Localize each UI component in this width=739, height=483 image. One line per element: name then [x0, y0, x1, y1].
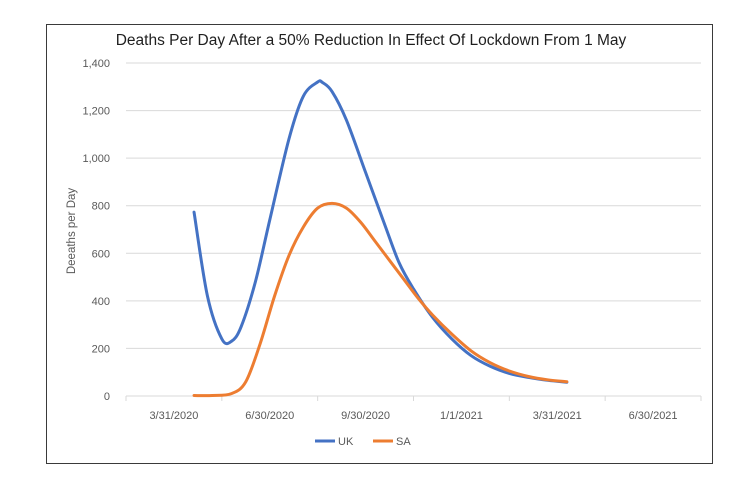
x-tick-label: 9/30/2020: [341, 410, 390, 422]
y-tick-label: 800: [92, 201, 110, 213]
y-tick-label: 1,000: [82, 153, 110, 165]
x-tick-label: 1/1/2021: [440, 410, 483, 422]
legend: UK SA: [315, 436, 411, 448]
x-tick-label: 6/30/2021: [629, 410, 678, 422]
y-axis-ticks: 0 200 400 600 800 1,000 1,200 1,400: [82, 58, 110, 403]
legend-label-uk: UK: [338, 436, 354, 448]
y-tick-label: 200: [92, 343, 110, 355]
gridlines: [126, 62, 701, 349]
y-axis-title: Deeaths per Day: [66, 188, 78, 275]
y-tick-label: 1,400: [82, 58, 110, 70]
series-line-uk: [192, 79, 569, 384]
x-axis: 3/31/2020 6/30/2020 9/30/2020 1/1/2021 3/31/…: [125, 395, 702, 422]
y-tick-label: 0: [104, 391, 110, 403]
x-tick-label: 3/31/2020: [149, 410, 198, 422]
series-line-sa: [192, 201, 569, 398]
legend-label-sa: SA: [396, 436, 411, 448]
chart-canvas: Deaths Per Day After a 50% Reduction In …: [66, 32, 702, 448]
chart-title: Deaths Per Day After a 50% Reduction In …: [116, 32, 627, 49]
series-lines: [192, 79, 569, 398]
x-tick-label: 6/30/2020: [245, 410, 294, 422]
y-tick-label: 1,200: [82, 106, 110, 118]
y-tick-label: 600: [92, 248, 110, 260]
y-tick-label: 400: [92, 296, 110, 308]
x-tick-label: 3/31/2021: [533, 410, 582, 422]
chart-frame: Deaths Per Day After a 50% Reduction In …: [46, 24, 713, 464]
